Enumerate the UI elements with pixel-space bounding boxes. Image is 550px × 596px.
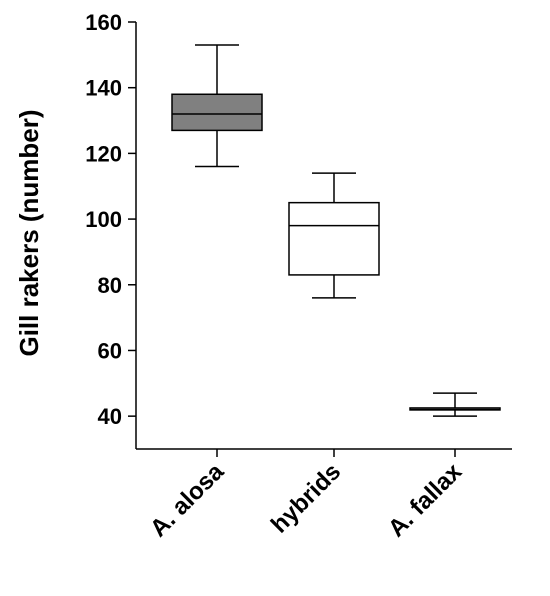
boxes <box>171 44 501 417</box>
y-tick-label: 100 <box>85 207 122 232</box>
box-hybrids <box>288 172 380 299</box>
y-axis-title: Gill rakers (number) <box>14 109 44 356</box>
x-ticks: A. alosa hybrids A. fallax <box>145 449 468 542</box>
iqr-box <box>171 93 263 132</box>
y-tick-label: 140 <box>85 76 122 101</box>
y-tick-label: 80 <box>98 273 122 298</box>
box-a-fallax <box>409 392 501 417</box>
y-tick-label: 40 <box>98 404 122 429</box>
y-tick-label: 160 <box>85 10 122 35</box>
category-label: A. fallax <box>383 458 468 543</box>
category-label: hybrids <box>266 458 346 538</box>
y-tick-label: 60 <box>98 338 122 363</box>
category-label: A. alosa <box>145 458 230 543</box>
y-ticks: 40 60 80 100 120 140 160 <box>85 10 136 429</box>
box-a-alosa <box>171 44 263 168</box>
iqr-box <box>288 201 380 276</box>
y-tick-label: 120 <box>85 141 122 166</box>
